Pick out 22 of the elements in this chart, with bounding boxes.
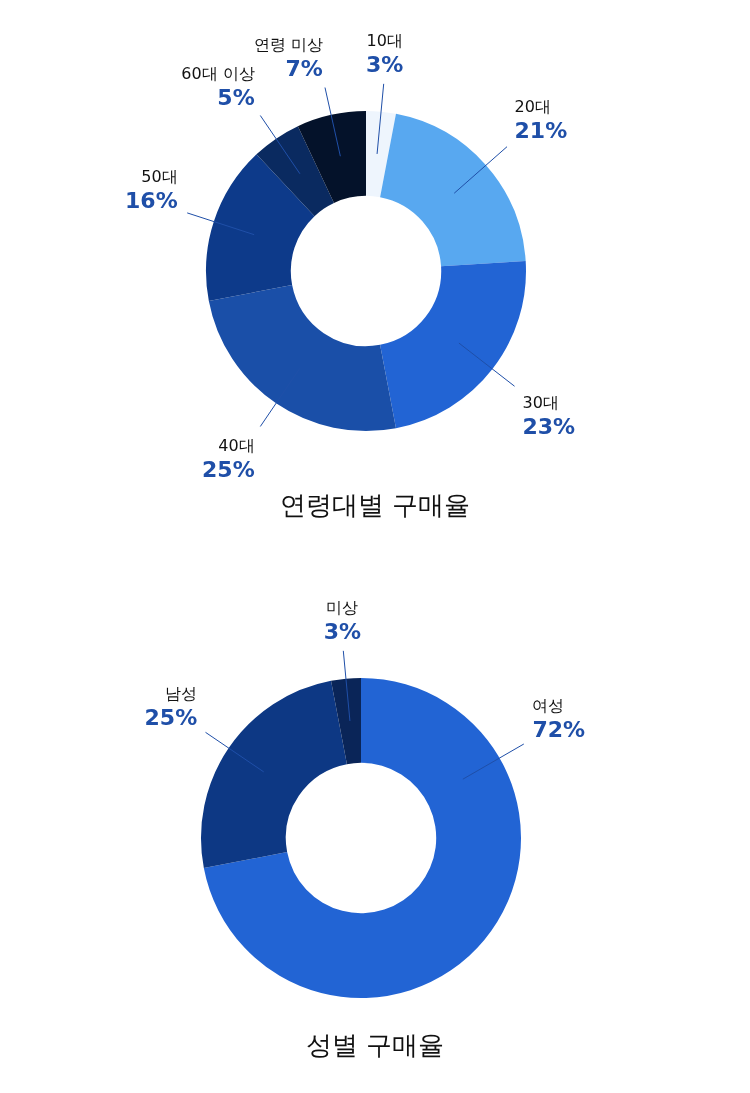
data-label: 72% — [532, 717, 586, 742]
data-label: 5% — [217, 85, 255, 111]
data-label: 7% — [285, 55, 323, 81]
text: 성별 구매율 — [304, 1029, 446, 1062]
data-label: 3% — [365, 51, 404, 77]
data-label: 25% — [144, 704, 198, 730]
slice-label: 연령 미상 — [253, 34, 323, 54]
slice-label: 미상 — [326, 597, 359, 617]
slice-label: 30대 — [522, 393, 559, 413]
data-label: 21% — [514, 118, 568, 144]
slice-label: 10대 — [366, 30, 403, 50]
slice-label: 40대 — [218, 435, 255, 455]
data-label: 16% — [125, 187, 178, 213]
slice-label: 20대 — [514, 97, 551, 117]
data-label: 23% — [522, 414, 576, 440]
slice-label: 60대 이상 — [181, 64, 255, 84]
text: 연령대별 구매율 — [278, 489, 472, 522]
slice-label: 여성 — [532, 696, 565, 715]
data-label: 25% — [202, 456, 255, 482]
data-label: 3% — [323, 618, 362, 644]
slice-label: 남성 — [165, 683, 198, 703]
slice-label: 50대 — [141, 166, 178, 186]
